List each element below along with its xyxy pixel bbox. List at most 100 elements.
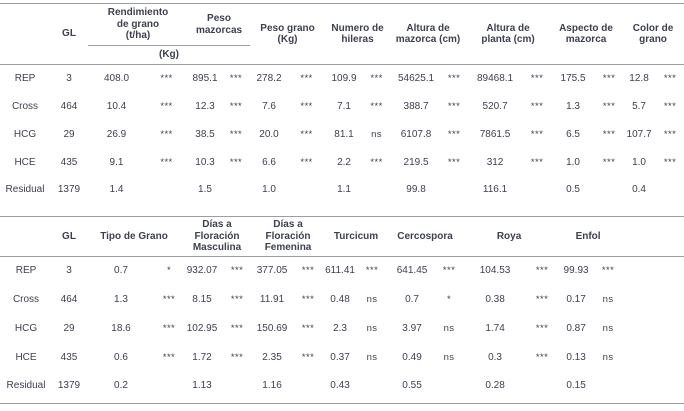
mean-square-value: 0.15	[566, 380, 586, 392]
significance-marker: ***	[535, 322, 549, 334]
mean-square-value: 2.2	[337, 156, 351, 168]
column-header-rendimiento: Rendimiento de grano (t/ha)	[88, 3, 188, 46]
significance-marker: ***	[230, 264, 244, 276]
significance-marker	[222, 177, 250, 217]
mean-square-value: 7.1	[337, 100, 351, 112]
mean-square-value: 408.0	[103, 72, 130, 84]
mean-square-value: 2.3	[333, 322, 347, 334]
significance-marker	[436, 372, 462, 403]
column-header-altura-planta: Altura de planta (cm)	[481, 22, 535, 46]
significance-marker: ***	[663, 72, 677, 84]
significance-marker: ***	[162, 293, 176, 305]
significance-marker: ns	[602, 322, 614, 334]
table1-body: REP 3 408.0 *** 895.1 *** 278.2 *** 109.9 *** 5462…	[0, 65, 684, 217]
significance-marker: ***	[230, 293, 244, 305]
significance-marker: ns	[366, 293, 378, 305]
mean-square-value: 1.0	[632, 156, 646, 168]
mean-square-value: 932.07	[186, 264, 218, 276]
kg-unit-subheader: (Kg)	[159, 49, 179, 61]
source-column-header	[0, 217, 52, 256]
filler-cell	[620, 372, 684, 403]
table-row: Residual 1379 1.4 1.5 1.0 1.1 99.8 116.1 0.5 0.4	[0, 177, 684, 217]
filler-cell	[620, 285, 684, 314]
significance-marker	[442, 177, 466, 217]
mean-square-value: 1.3	[114, 293, 128, 305]
significance-marker	[528, 372, 556, 403]
mean-square-value: 0.17	[566, 293, 586, 305]
mean-square-value: 107.7	[626, 128, 652, 140]
column-header-floracion-femenina: Días a Floración Femenina	[264, 219, 312, 253]
significance-marker	[656, 177, 684, 217]
mean-square-value: 38.5	[195, 128, 215, 140]
column-header-numero-hileras: Numero de hileras	[331, 22, 384, 46]
significance-marker: ***	[442, 264, 456, 276]
table-row: Cross 464 1.3 *** 8.15 *** 11.91 *** 0.48 ns 0.7 * 0…	[0, 285, 684, 314]
mean-square-value: 611.41	[325, 264, 355, 276]
significance-marker: ***	[365, 264, 379, 276]
mean-square-value: 8.15	[192, 293, 212, 305]
mean-square-value: 54625.1	[397, 72, 435, 84]
row-source-label: REP	[15, 264, 37, 276]
significance-marker: ***	[301, 322, 315, 334]
mean-square-value: 81.1	[334, 128, 354, 140]
significance-marker: ***	[602, 72, 616, 84]
significance-marker: ***	[601, 264, 615, 276]
mean-square-value: 0.55	[402, 380, 422, 392]
gl-value: 3	[66, 264, 72, 276]
mean-square-value: 0.13	[566, 351, 586, 363]
significance-marker: ***	[370, 72, 383, 84]
significance-marker: ns	[366, 322, 378, 334]
significance-marker: ***	[160, 100, 173, 112]
mean-square-value: 0.87	[566, 322, 586, 334]
significance-marker: ***	[602, 128, 616, 140]
mean-square-value: 388.7	[403, 100, 429, 112]
significance-marker: ns	[443, 351, 455, 363]
mean-square-value: 1.72	[192, 351, 212, 363]
filler-column-header	[620, 217, 684, 256]
mean-square-value: 641.45	[396, 264, 428, 276]
significance-marker: ***	[300, 72, 313, 84]
significance-marker: *	[166, 264, 172, 276]
significance-marker: ***	[229, 100, 243, 112]
significance-marker	[288, 177, 325, 217]
mean-square-value: 0.43	[330, 380, 350, 392]
table-row: Cross 464 10.4 *** 12.3 *** 7.6 *** 7.1 *** 388.7 *…	[0, 93, 684, 121]
significance-marker: ***	[447, 128, 461, 140]
mean-square-value: 278.2	[256, 72, 282, 84]
mean-square-value: 0.6	[114, 351, 128, 363]
mean-square-value: 89468.1	[476, 72, 514, 84]
significance-marker: ***	[160, 156, 173, 168]
table-row: REP 3 0.7 * 932.07 *** 377.05 *** 611.41 *** 641.4…	[0, 256, 684, 285]
significance-marker: ***	[602, 156, 616, 168]
significance-marker: ***	[535, 264, 549, 276]
mean-square-value: 1.0	[566, 156, 580, 168]
significance-marker: ***	[301, 293, 315, 305]
significance-marker: ***	[162, 351, 176, 363]
row-source-label: HCG	[14, 322, 38, 334]
anova-table-agronomic: GL Rendimiento de grano (t/ha) Peso mazo…	[0, 3, 684, 217]
significance-marker: ***	[447, 100, 461, 112]
gl-value: 435	[60, 351, 78, 363]
significance-marker: ***	[301, 351, 315, 363]
significance-marker	[356, 372, 388, 403]
mean-square-value: 12.8	[629, 72, 649, 84]
significance-marker: ns	[371, 128, 382, 140]
mean-square-value: 26.9	[106, 128, 127, 140]
significance-marker: ***	[230, 351, 244, 363]
mean-square-value: 1.0	[262, 184, 276, 196]
significance-marker: ns	[443, 322, 455, 334]
significance-marker: ***	[447, 72, 461, 84]
filler-cell	[620, 256, 684, 285]
column-header-floracion-masculina: Días a Floración Masculina	[192, 219, 242, 253]
mean-square-value: 0.28	[485, 380, 505, 392]
mean-square-value: 6107.8	[400, 128, 432, 140]
gl-value: 464	[60, 100, 78, 112]
table-row: REP 3 408.0 *** 895.1 *** 278.2 *** 109.9 *** 5462…	[0, 65, 684, 93]
row-source-label: Cross	[12, 293, 40, 305]
significance-marker: ***	[301, 264, 315, 276]
significance-marker	[363, 177, 390, 217]
table-row: Residual 1379 0.2 1.13 1.16 0.43 0.55 0.28 0.15	[0, 372, 684, 403]
gl-value: 1379	[57, 184, 81, 196]
row-source-label: Residual	[5, 184, 45, 196]
gl-value: 464	[60, 293, 78, 305]
